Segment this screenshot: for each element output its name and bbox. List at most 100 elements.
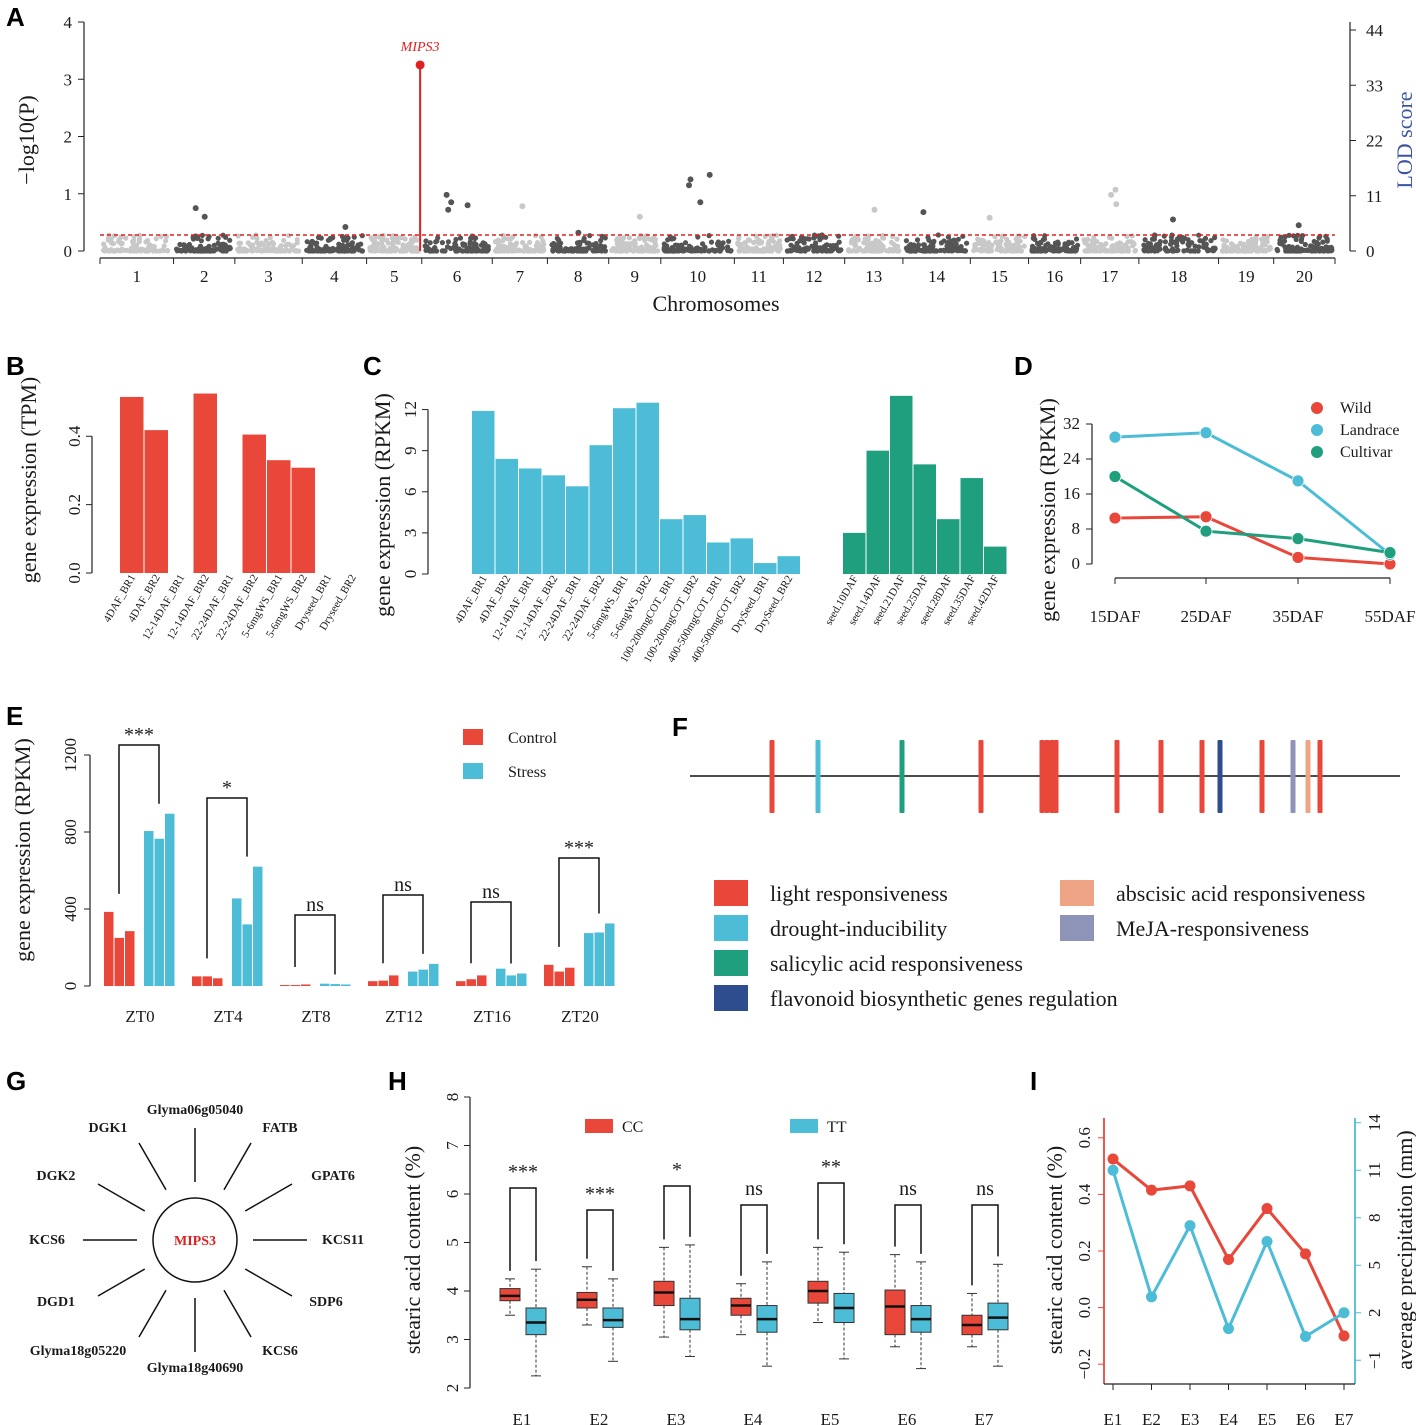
- manhattan-point: [894, 236, 900, 242]
- manhattan-point: [1238, 241, 1244, 247]
- manhattan-point: [751, 239, 757, 246]
- manhattan-point: [562, 248, 568, 254]
- y-tick-label: 0: [1072, 554, 1081, 573]
- x-tick-label: 5: [390, 267, 399, 286]
- bar: [777, 556, 800, 574]
- significance-label: ns: [745, 1178, 763, 1200]
- manhattan-point: [1044, 247, 1050, 253]
- manhattan-point: [358, 241, 364, 247]
- manhattan-point: [918, 247, 925, 253]
- bar: [120, 396, 144, 573]
- manhattan-point: [1203, 245, 1210, 251]
- manhattan-point: [988, 245, 994, 251]
- x-tick-label: 15DAF: [1089, 607, 1140, 626]
- manhattan-point: [1168, 234, 1175, 240]
- peak-point: [415, 60, 425, 70]
- legend-swatch: [714, 915, 748, 941]
- node-label: SDP6: [309, 1295, 342, 1310]
- manhattan-point: [492, 239, 498, 245]
- bar: [660, 519, 683, 574]
- series-point: [1199, 524, 1213, 538]
- manhattan-point: [742, 240, 748, 246]
- bar-control: [456, 981, 466, 986]
- manhattan-point: [986, 240, 992, 246]
- bar-control: [477, 975, 487, 986]
- panel-d-ylabel: gene expression (RPKM): [1035, 398, 1060, 622]
- manhattan-point: [812, 245, 819, 251]
- manhattan-point: [637, 248, 643, 254]
- manhattan-point: [583, 246, 590, 252]
- x-tick-label: E7: [1335, 1410, 1354, 1425]
- manhattan-point: [1130, 240, 1136, 246]
- manhattan-point: [1286, 232, 1292, 238]
- manhattan-point: [870, 240, 876, 246]
- node-label: Glyma18g40690: [147, 1361, 243, 1376]
- manhattan-background-points: [100, 232, 1335, 254]
- manhattan-point: [160, 247, 166, 253]
- cis-element: [899, 740, 905, 813]
- manhattan-point: [894, 248, 900, 254]
- manhattan-point: [1289, 245, 1295, 251]
- manhattan-point: [1174, 243, 1180, 249]
- series-point: [1108, 430, 1122, 444]
- series-point-precipitation: [1107, 1164, 1119, 1176]
- manhattan-point: [773, 232, 780, 238]
- manhattan-point: [728, 248, 734, 254]
- bar-control: [301, 984, 311, 986]
- manhattan-point: [496, 247, 503, 253]
- x-tick-label: E3: [1181, 1410, 1200, 1425]
- manhattan-point: [700, 241, 706, 247]
- legend-label: flavonoid biosynthetic genes regulation: [770, 986, 1118, 1011]
- manhattan-point: [532, 247, 538, 253]
- manhattan-point: [1148, 244, 1154, 250]
- network-edge: [244, 1268, 293, 1297]
- significance-bracket: [294, 914, 336, 975]
- x-tick-label: E6: [1296, 1410, 1315, 1425]
- manhattan-point: [351, 234, 357, 240]
- series-point-stearic: [1146, 1184, 1157, 1196]
- legend-swatch-control: [463, 729, 483, 745]
- network-edge: [138, 1289, 167, 1338]
- manhattan-point: [1120, 247, 1126, 253]
- y2-tick-label: −1: [1365, 1351, 1384, 1369]
- x-tick-label: 6: [453, 267, 462, 286]
- series-point-stearic: [1107, 1153, 1119, 1165]
- manhattan-point: [319, 248, 325, 254]
- manhattan-point: [1186, 243, 1192, 249]
- bar: [242, 434, 266, 573]
- manhattan-point: [1314, 245, 1320, 251]
- manhattan-point: [459, 248, 465, 254]
- manhattan-point: [1115, 243, 1121, 249]
- manhattan-point: [1113, 201, 1120, 208]
- manhattan-point: [187, 246, 193, 252]
- legend-label: MeJA-responsiveness: [1116, 916, 1309, 941]
- legend-label: TT: [827, 1119, 847, 1136]
- bar-stress: [418, 969, 428, 986]
- manhattan-point: [688, 247, 695, 253]
- manhattan-point: [600, 246, 607, 252]
- panel-label-f: F: [672, 712, 688, 742]
- y2-tick-label: 14: [1365, 1114, 1384, 1132]
- manhattan-point: [1262, 248, 1268, 254]
- manhattan-point: [527, 239, 533, 245]
- panel-a-ylabel2: LOD score: [1392, 91, 1416, 188]
- manhattan-point: [199, 248, 205, 254]
- y-tick-label: 0.4: [1075, 1183, 1094, 1205]
- manhattan-point: [1143, 246, 1149, 252]
- bar-stress: [154, 838, 164, 986]
- manhattan-point: [590, 248, 596, 254]
- manhattan-point: [244, 248, 250, 254]
- center-node: [152, 1197, 238, 1283]
- manhattan-point: [113, 247, 119, 254]
- manhattan-point: [439, 240, 445, 246]
- manhattan-point: [1038, 240, 1044, 246]
- manhattan-point: [1234, 248, 1240, 254]
- manhattan-point: [197, 243, 204, 249]
- manhattan-point: [888, 239, 895, 245]
- manhattan-point: [453, 236, 459, 243]
- y-tick-label: 0.0: [65, 562, 84, 583]
- manhattan-point: [445, 239, 451, 245]
- panel-label-h: H: [388, 1066, 407, 1096]
- cis-element: [1039, 740, 1045, 813]
